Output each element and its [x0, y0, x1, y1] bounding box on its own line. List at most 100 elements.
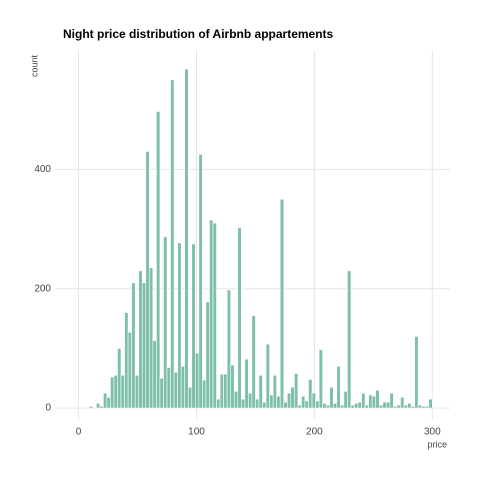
- x-axis-label: price: [427, 439, 447, 449]
- bar: [354, 402, 359, 409]
- bar: [177, 242, 182, 409]
- bar: [205, 301, 210, 409]
- bar: [170, 79, 175, 409]
- bar: [343, 391, 348, 409]
- bar: [393, 405, 398, 409]
- bar: [120, 374, 125, 409]
- bar: [410, 405, 415, 409]
- bar: [265, 343, 270, 409]
- bar: [184, 68, 189, 409]
- bar: [212, 222, 217, 409]
- bar: [152, 340, 157, 409]
- y-tick-label: 0: [45, 403, 51, 414]
- bar: [216, 398, 221, 409]
- bar: [294, 373, 299, 409]
- bar: [141, 282, 147, 409]
- bar: [361, 392, 366, 409]
- bar: [311, 392, 316, 409]
- bar: [131, 282, 136, 409]
- bar: [336, 365, 341, 409]
- bar: [258, 374, 263, 409]
- bar: [325, 404, 331, 409]
- bar: [223, 373, 228, 409]
- bar: [424, 405, 430, 409]
- bar: [113, 374, 118, 409]
- x-tick-label: 200: [306, 427, 323, 438]
- bar: [279, 198, 285, 409]
- bar: [371, 395, 377, 409]
- x-tick-label: 300: [424, 427, 441, 438]
- y-axis-label: count: [29, 55, 39, 78]
- bar: [127, 331, 132, 409]
- bar: [138, 270, 143, 409]
- bar: [403, 404, 408, 409]
- bar: [95, 402, 101, 409]
- bar: [248, 392, 253, 409]
- bar: [308, 379, 313, 409]
- bar: [414, 336, 419, 409]
- bar: [195, 352, 200, 409]
- bar: [329, 386, 334, 409]
- bar: [240, 398, 246, 409]
- bar: [283, 401, 288, 409]
- bar: [156, 111, 161, 409]
- bar: [304, 400, 309, 409]
- bar: [226, 289, 231, 409]
- y-tick-label: 200: [34, 283, 51, 294]
- bar: [145, 151, 150, 409]
- bar: [389, 392, 394, 409]
- bar: [301, 395, 306, 409]
- y-tick-label: 400: [34, 164, 51, 175]
- bar: [421, 405, 426, 409]
- bar: [368, 394, 373, 409]
- bar: [173, 371, 178, 409]
- bar: [251, 315, 256, 409]
- bar: [276, 395, 281, 409]
- bar: [209, 219, 214, 409]
- bar: [407, 402, 412, 409]
- bar: [159, 377, 164, 409]
- bar: [110, 376, 115, 409]
- bar: [396, 404, 401, 409]
- bar: [262, 401, 267, 409]
- bar: [269, 394, 274, 409]
- x-tick-label: 0: [76, 427, 82, 438]
- bar: [191, 243, 196, 409]
- bar: [124, 312, 129, 409]
- bar: [315, 400, 320, 409]
- bar: [378, 404, 384, 409]
- bar: [180, 365, 186, 409]
- bar: [88, 405, 94, 409]
- bar: [290, 386, 295, 409]
- bar: [103, 392, 108, 409]
- bar: [364, 404, 369, 409]
- bar: [149, 267, 154, 409]
- bar: [332, 402, 338, 409]
- chart-title: Night price distribution of Airbnb appar…: [63, 27, 334, 41]
- bar: [347, 270, 352, 409]
- bar: [219, 373, 224, 409]
- bar: [272, 374, 277, 409]
- bar: [286, 392, 292, 409]
- bar: [400, 397, 405, 409]
- x-tick-label: 100: [188, 427, 205, 438]
- bar: [340, 404, 345, 409]
- bar: [233, 391, 239, 409]
- bar: [375, 389, 380, 409]
- bar: [322, 402, 327, 409]
- bar: [357, 401, 362, 409]
- bar: [134, 374, 140, 409]
- bar: [106, 397, 111, 409]
- bar: [187, 386, 193, 409]
- bar: [417, 404, 423, 409]
- bar: [117, 348, 122, 409]
- bar: [230, 364, 235, 409]
- bar: [237, 227, 242, 409]
- bar: [99, 405, 104, 409]
- bar: [244, 358, 249, 409]
- bar: [255, 398, 260, 409]
- bar: [382, 401, 387, 409]
- bar: [166, 367, 171, 409]
- bar: [350, 404, 355, 409]
